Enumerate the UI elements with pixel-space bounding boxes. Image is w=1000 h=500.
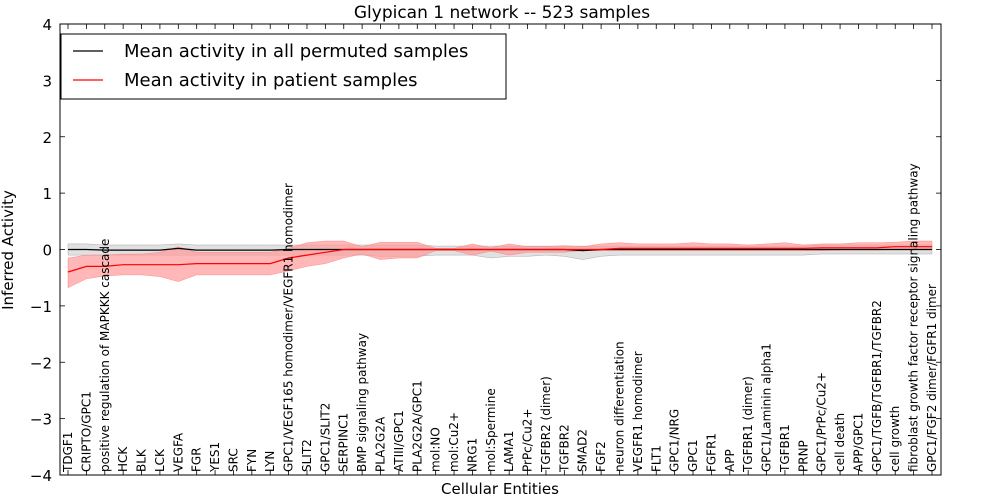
x-tick-label: PRNP [796, 440, 810, 472]
x-tick-label: BLK [135, 448, 149, 472]
x-axis-label: Cellular Entities [441, 480, 559, 498]
y-tick-label: 1 [42, 185, 52, 203]
x-tick-label: APP [723, 449, 737, 472]
legend-label-patient: Mean activity in patient samples [124, 70, 418, 91]
legend-box [60, 33, 507, 100]
x-tick-label: NRG1 [465, 438, 479, 472]
x-tick-label: YES1 [208, 442, 222, 473]
x-tick-label: SLIT2 [300, 439, 314, 472]
y-tick-label: 4 [42, 16, 52, 34]
y-tick-label: −3 [30, 411, 52, 429]
x-tick-label: HCK [116, 446, 130, 472]
x-tick-label: SMAD2 [576, 429, 590, 472]
x-tick-label: GPC1/NRG [668, 409, 682, 472]
x-tick-label: SERPINC1 [337, 413, 351, 472]
x-tick-label: BMP signaling pathway [355, 333, 369, 472]
x-tick-label: SRC [226, 448, 240, 472]
x-tick-label: GPC1/PrPc/Cu2+ [815, 372, 829, 472]
x-tick-label: TGFBR1 (dimer) [741, 376, 755, 473]
y-tick-label: −1 [30, 298, 52, 316]
x-tick-label: mol:NO [429, 427, 443, 472]
series-lines [67, 246, 932, 273]
y-axis-ticks: −4 −3 −2 −1 0 1 2 3 4 [30, 16, 941, 485]
x-tick-label: VEGFR1 homodimer [631, 351, 645, 472]
line-patient [67, 246, 932, 273]
x-tick-label: LYN [263, 451, 277, 472]
x-tick-label: FLT1 [649, 445, 663, 472]
x-tick-label: cell growth [888, 406, 902, 472]
x-tick-label: fibroblast growth factor receptor signal… [907, 163, 921, 472]
x-tick-label: FGR [190, 447, 204, 472]
y-tick-label: 0 [42, 242, 52, 260]
x-tick-label: LCK [153, 448, 167, 472]
x-tick-label: mol:Spermine [484, 388, 498, 472]
x-tick-label: mol:Cu2+ [447, 412, 461, 472]
y-tick-label: 2 [42, 129, 52, 147]
chart-title: Glypican 1 network -- 523 samples [354, 3, 650, 23]
x-tick-label: PrPc/Cu2+ [521, 408, 535, 472]
x-tick-label: TGFBR1 [778, 424, 792, 473]
y-tick-label: −2 [30, 354, 52, 372]
x-tick-label: TDGF1 [61, 432, 75, 473]
x-tick-label: APP/GPC1 [851, 413, 865, 472]
x-tick-label: TGFBR2 (dimer) [539, 376, 553, 473]
x-tick-label: TGFBR2 [557, 424, 571, 473]
x-tick-label: FYN [245, 449, 259, 472]
y-tick-label: 3 [42, 72, 52, 90]
x-tick-label: neuron differentiation [612, 341, 626, 472]
y-tick-label: −4 [30, 467, 52, 485]
x-tick-label: GPC1/TGFB/TGFBR1/TGFBR2 [870, 300, 884, 472]
x-tick-label: FGF2 [594, 441, 608, 472]
x-tick-label: PLA2G2A [374, 416, 388, 472]
legend-label-permuted: Mean activity in all permuted samples [124, 41, 468, 62]
x-tick-label: positive regulation of MAPKKK cascade [98, 239, 112, 472]
x-tick-label: FGFR1 [704, 433, 718, 472]
x-tick-label: cell death [833, 413, 847, 472]
x-tick-label: VEGFA [171, 432, 185, 472]
x-tick-label: GPC1/SLIT2 [318, 403, 332, 472]
x-tick-label: GPC1/VEGF165 homodimer/VEGFR1 homodimer [282, 183, 296, 472]
legend: Mean activity in all permuted samples Me… [60, 33, 507, 100]
x-axis-ticks: TDGF1 CRIPTO/GPC1 positive regulation of M… [61, 24, 939, 475]
x-tick-label: GPC1/FGF2 dimer/FGFR1 dimer [925, 284, 939, 472]
x-tick-label: GPC1 [686, 439, 700, 472]
x-tick-label: CRIPTO/GPC1 [79, 391, 93, 472]
y-axis-label: Inferred Activity [0, 190, 17, 310]
x-tick-label: ATIII/GPC1 [392, 410, 406, 472]
x-tick-label: GPC1/Laminin alpha1 [760, 343, 774, 472]
x-tick-label: LAMA1 [502, 431, 516, 472]
x-tick-label: PLA2G2A/GPC1 [410, 380, 424, 472]
